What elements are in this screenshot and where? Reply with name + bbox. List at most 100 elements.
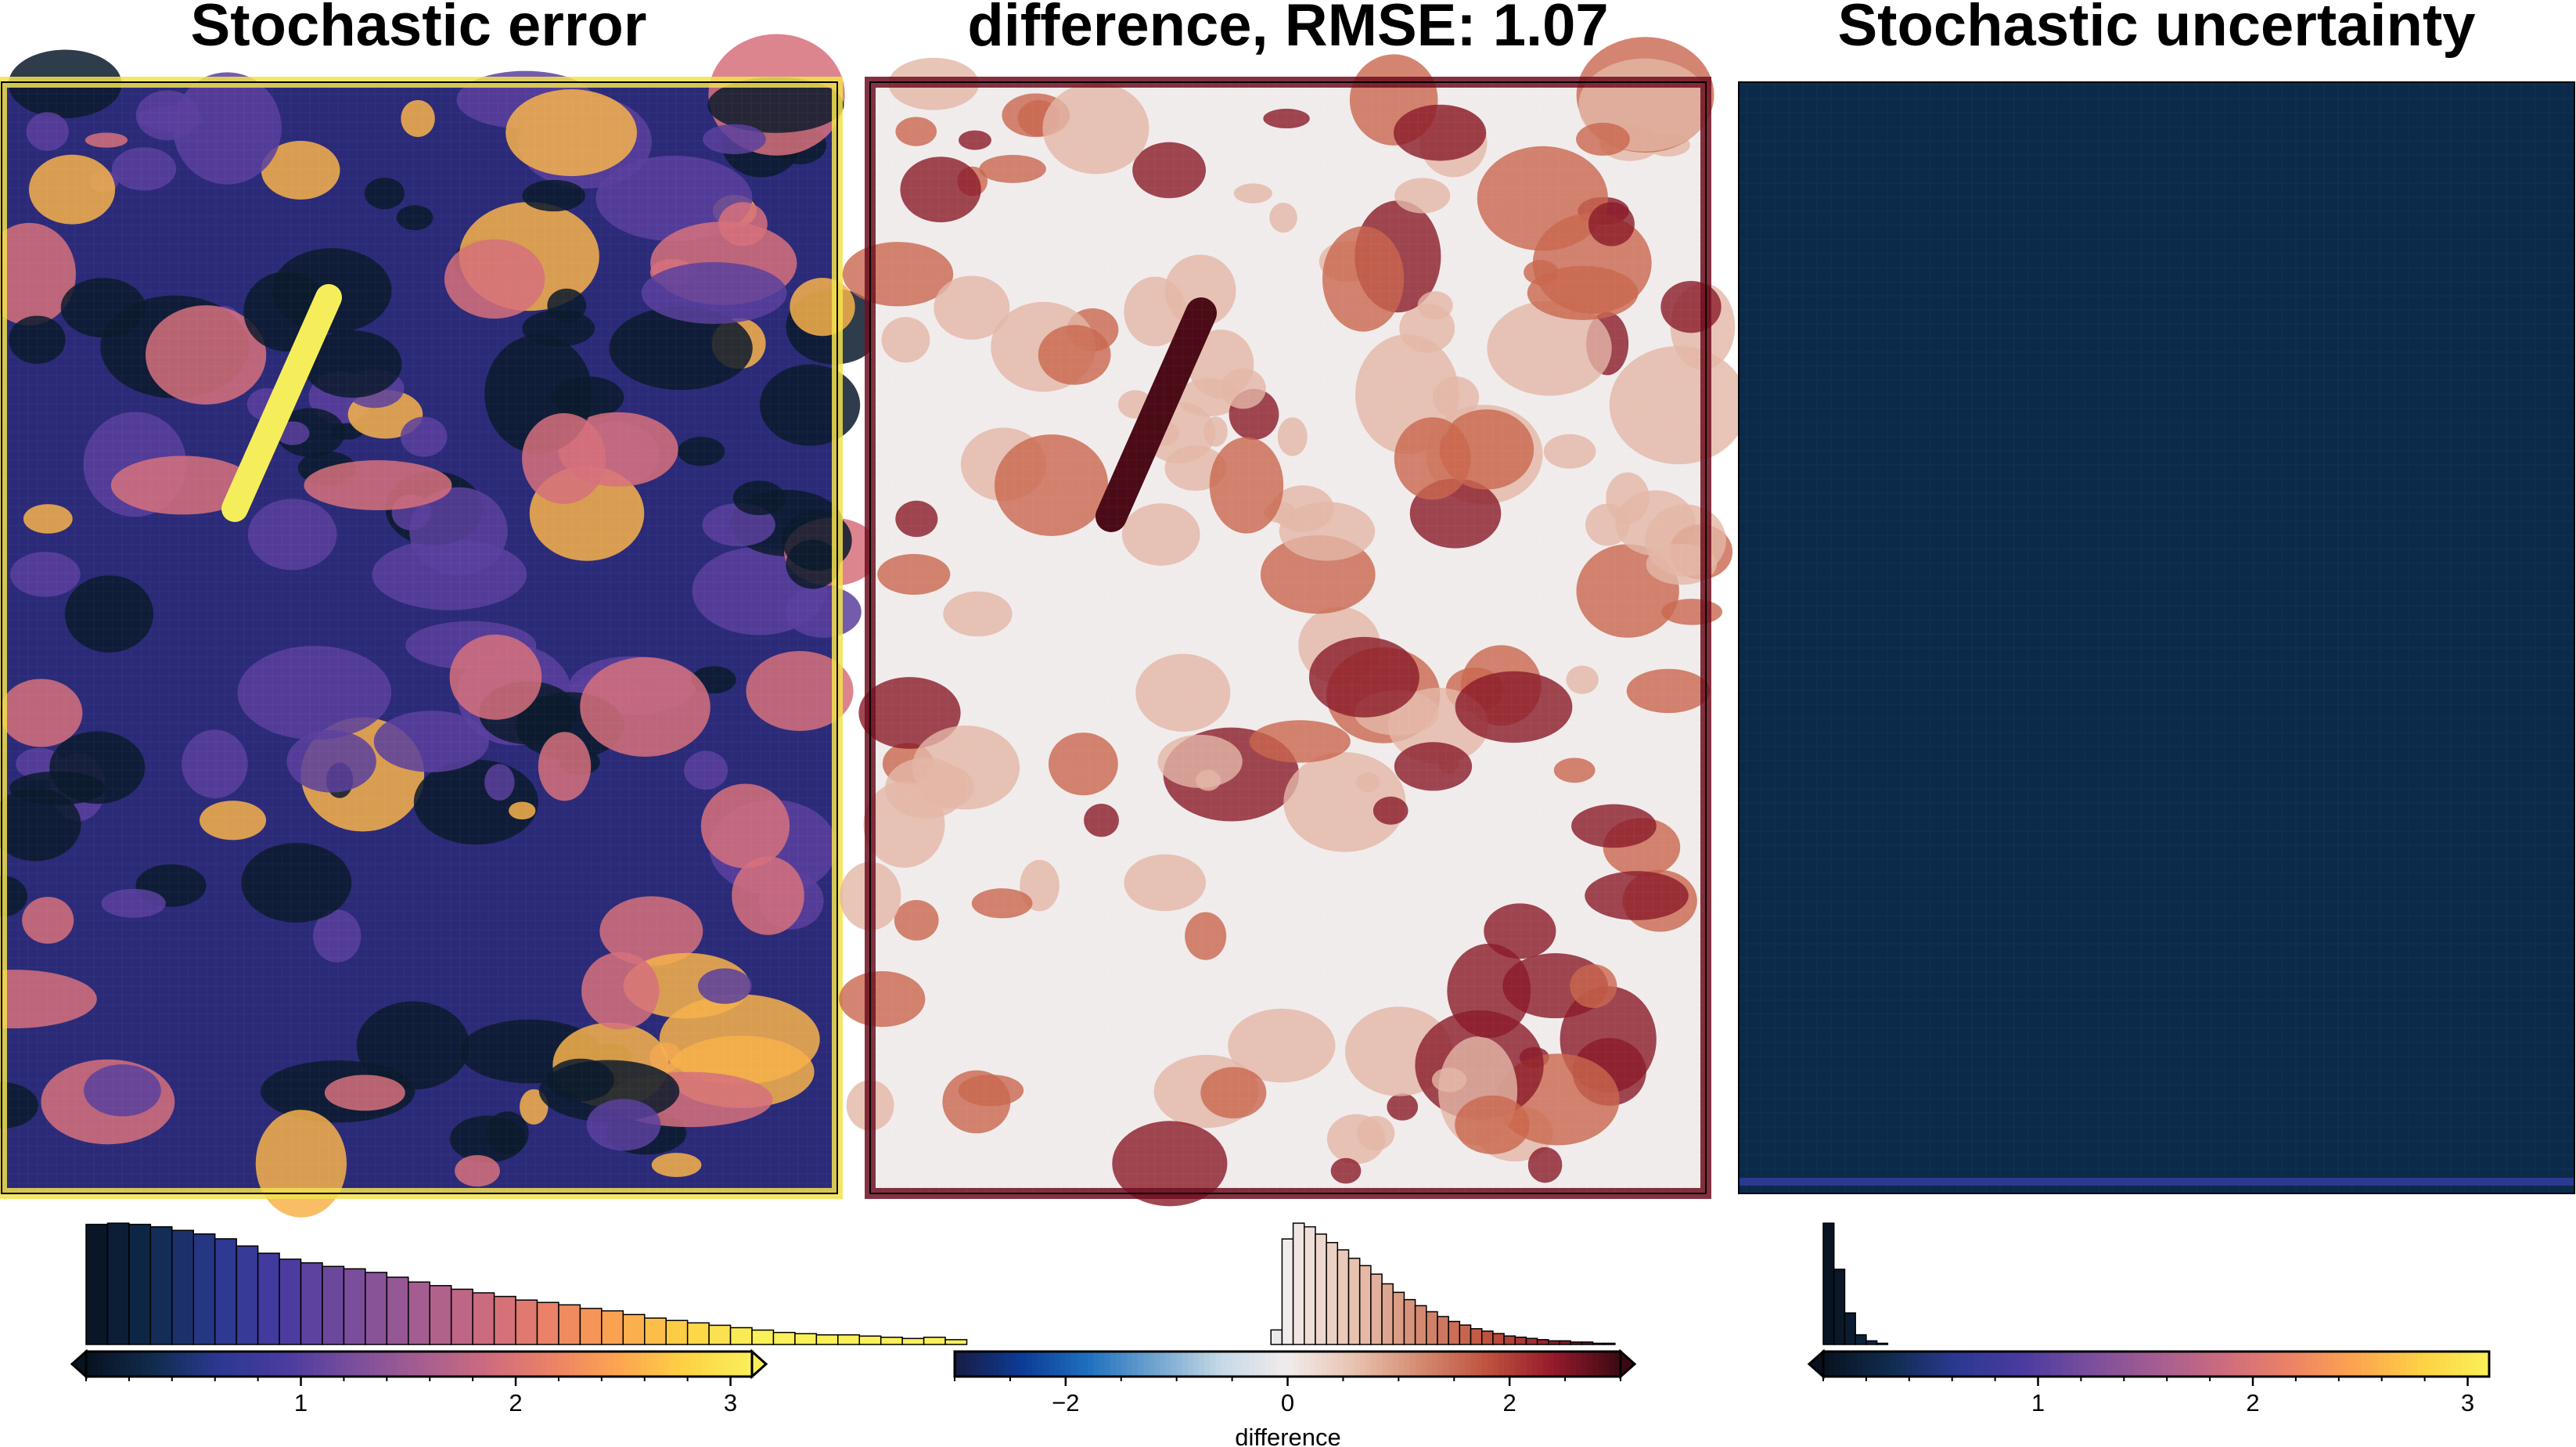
histogram-bar — [558, 1304, 581, 1345]
colorbar-segment — [2455, 1352, 2463, 1377]
colorbar-segment — [679, 1352, 686, 1377]
colorbar-segment — [713, 1352, 720, 1377]
colorbar-segment — [735, 1352, 742, 1377]
colorbar-segment — [269, 1352, 275, 1377]
colorbar-segment — [1077, 1352, 1083, 1377]
colorbar-segment — [1343, 1352, 1350, 1377]
colorbar-segment — [1298, 1352, 1305, 1377]
histogram-bar — [1403, 1298, 1416, 1345]
panel-title-difference: difference, RMSE: 1.07 — [967, 0, 1608, 59]
colorbar-segment — [252, 1352, 259, 1377]
colorbar-segment — [513, 1352, 520, 1377]
histogram-bar — [343, 1268, 366, 1345]
histogram-bar — [386, 1276, 409, 1345]
colorbar-segment — [1354, 1352, 1361, 1377]
colorbar-segment — [685, 1352, 692, 1377]
histogram-bar — [515, 1299, 538, 1345]
colorbar-segment — [1878, 1352, 1885, 1377]
colorbar-segment — [1537, 1352, 1544, 1377]
colorbar-segment — [1265, 1352, 1272, 1377]
colorbar-segment — [1829, 1352, 1835, 1377]
colorbar-segment — [1387, 1352, 1394, 1377]
colorbar-segment — [1481, 1352, 1488, 1377]
colorbar-segment — [1923, 1352, 1930, 1377]
colorbar-segment — [413, 1352, 420, 1377]
colorbar-segment — [1989, 1352, 1996, 1377]
colorbar-segment — [1171, 1352, 1178, 1377]
histogram-bar — [1492, 1333, 1505, 1345]
colorbar-segment — [2239, 1352, 2246, 1377]
histogram-bar — [1326, 1242, 1339, 1345]
colorbar-segment — [1531, 1352, 1538, 1377]
colorbar-segment — [1570, 1352, 1577, 1377]
colorbar-segment — [297, 1352, 304, 1377]
colorbar-segment — [2012, 1352, 2018, 1377]
colorbar-segment — [1054, 1352, 1061, 1377]
colorbar-segment — [1359, 1352, 1366, 1377]
colorbar-segment — [485, 1352, 492, 1377]
colorbar-segment — [607, 1352, 614, 1377]
histogram-bar — [257, 1252, 280, 1345]
histogram-bar — [794, 1333, 818, 1345]
colorbar-label-difference: difference — [1235, 1424, 1341, 1447]
colorbar-segment — [2078, 1352, 2085, 1377]
histogram-bar — [1358, 1265, 1372, 1345]
colorbar-segment — [2250, 1352, 2257, 1377]
colorbar-segment — [97, 1352, 103, 1377]
colorbar-segment — [635, 1352, 642, 1377]
colorbar-segment — [2056, 1352, 2063, 1377]
colorbar-segment — [657, 1352, 664, 1377]
colorbar-segment — [541, 1352, 548, 1377]
colorbar-segment — [2373, 1352, 2379, 1377]
colorbar-segment — [225, 1352, 231, 1377]
colorbar-segment — [2167, 1352, 2174, 1377]
colorbar-segment — [1609, 1352, 1616, 1377]
colorbar-segment — [1309, 1352, 1316, 1377]
colorbar-segment — [519, 1352, 525, 1377]
colorbar-segment — [1553, 1352, 1560, 1377]
colorbar-segment — [1901, 1352, 1907, 1377]
colorbar-segment — [596, 1352, 603, 1377]
colorbar-segment — [2061, 1352, 2068, 1377]
histogram-bar — [837, 1334, 861, 1345]
histogram-bar — [1855, 1334, 1867, 1345]
colorbar-segment — [1945, 1352, 1952, 1377]
colorbar-segment — [552, 1352, 559, 1377]
colorbar-segment — [380, 1352, 387, 1377]
colorbar-tick-label: 1 — [294, 1389, 308, 1416]
colorbar-segment — [1917, 1352, 1924, 1377]
colorbar-segment — [1470, 1352, 1477, 1377]
colorbar-segment — [1476, 1352, 1483, 1377]
colorbar-segment — [1260, 1352, 1266, 1377]
colorbar-segment — [2328, 1352, 2335, 1377]
colorbar-segment — [2150, 1352, 2157, 1377]
colorbar-segment — [1027, 1352, 1033, 1377]
colorbar-segment — [280, 1352, 286, 1377]
colorbar-segment — [2256, 1352, 2262, 1377]
histogram-bar — [365, 1272, 388, 1345]
colorbar-segment — [574, 1352, 581, 1377]
colorbar-segment — [1548, 1352, 1555, 1377]
colorbar-segment — [1104, 1352, 1111, 1377]
colorbar-segment — [1043, 1352, 1050, 1377]
histogram-bar — [192, 1233, 216, 1345]
colorbar-segment — [1928, 1352, 1935, 1377]
colorbar-segment — [263, 1352, 270, 1377]
histogram-bar — [322, 1265, 345, 1345]
colorbar-segment — [502, 1352, 509, 1377]
colorbar-segment — [1243, 1352, 1250, 1377]
colorbar-segment — [1038, 1352, 1045, 1377]
colorbar-segment — [358, 1352, 365, 1377]
colorbar-extend-min — [70, 1348, 88, 1380]
colorbar-segment — [419, 1352, 426, 1377]
histogram-bar — [1592, 1342, 1605, 1345]
colorbar-segment — [1581, 1352, 1588, 1377]
colorbar-segment — [2278, 1352, 2285, 1377]
histogram-bar — [1370, 1273, 1383, 1345]
colorbar-segment — [1840, 1352, 1846, 1377]
panel-title-stochastic-error: Stochastic error — [191, 0, 647, 59]
colorbar-segment — [424, 1352, 431, 1377]
colorbar-segment — [1978, 1352, 1985, 1377]
histogram-bar — [1426, 1311, 1438, 1345]
colorbar-segment — [646, 1352, 653, 1377]
